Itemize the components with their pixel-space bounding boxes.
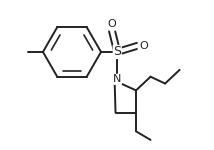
- Text: O: O: [139, 41, 148, 51]
- Text: S: S: [113, 45, 121, 58]
- Text: N: N: [113, 74, 121, 84]
- Text: O: O: [108, 19, 116, 29]
